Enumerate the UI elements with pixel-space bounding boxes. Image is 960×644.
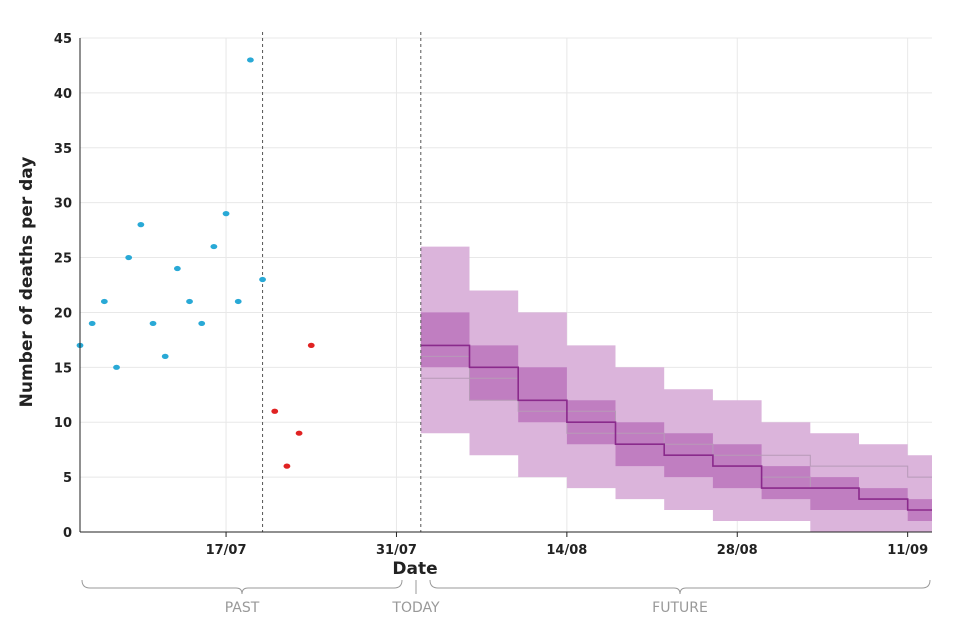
observed-point [137, 222, 145, 228]
x-tick-label: 28/08 [717, 543, 758, 558]
reference-lines [262, 32, 422, 532]
past-label: PAST [225, 600, 260, 616]
y-tick-label: 15 [54, 361, 72, 376]
recent-point [271, 408, 279, 414]
forecast-lines [420, 344, 932, 511]
observed-point [88, 320, 96, 327]
axes: 0 5 10 15 20 25 30 35 40 45 17/07 31/07 14/08 28/08 11… [54, 32, 932, 558]
observed-point [210, 243, 218, 250]
x-tick-label: 17/07 [206, 543, 247, 558]
today-label: TODAY [391, 600, 440, 616]
observed-point [100, 298, 108, 305]
forecast-inner-band [420, 312, 932, 521]
forecast-bands [420, 246, 932, 532]
observed-point [173, 265, 181, 272]
observed-point [161, 353, 169, 359]
observed-point [125, 254, 133, 261]
observed-point [149, 320, 157, 327]
y-axis-label: Number of deaths per day [17, 157, 37, 408]
period-braces [81, 579, 931, 595]
observed-point [222, 211, 230, 217]
y-tick-label: 20 [54, 306, 72, 321]
y-tick-label: 10 [54, 416, 72, 431]
future-label: FUTURE [652, 600, 708, 616]
y-tick-label: 0 [63, 526, 72, 541]
observed-point [186, 298, 193, 305]
observed-point [113, 364, 120, 370]
y-tick-label: 35 [54, 142, 72, 157]
y-tick-label: 40 [54, 87, 72, 102]
data-points [76, 57, 315, 469]
y-tick-label: 5 [63, 471, 72, 486]
x-tick-label: 31/07 [376, 543, 417, 558]
observed-point [234, 298, 242, 305]
recent-point [295, 430, 303, 436]
recent-point [283, 463, 291, 469]
y-tick-label: 30 [54, 197, 72, 212]
forecast-outer-band [420, 246, 932, 532]
y-tick-label: 45 [54, 32, 72, 47]
past-brace [81, 579, 403, 595]
observed-point [247, 57, 254, 63]
recent-point [307, 342, 315, 348]
observed-point [259, 276, 266, 283]
x-axis-label: Date [392, 559, 437, 579]
x-tick-label: 14/08 [546, 543, 587, 558]
observed-point [198, 320, 206, 327]
forecast-median-line [420, 344, 932, 511]
future-brace [429, 579, 931, 595]
x-tick-label: 11/09 [887, 543, 928, 558]
y-tick-label: 25 [54, 252, 72, 267]
